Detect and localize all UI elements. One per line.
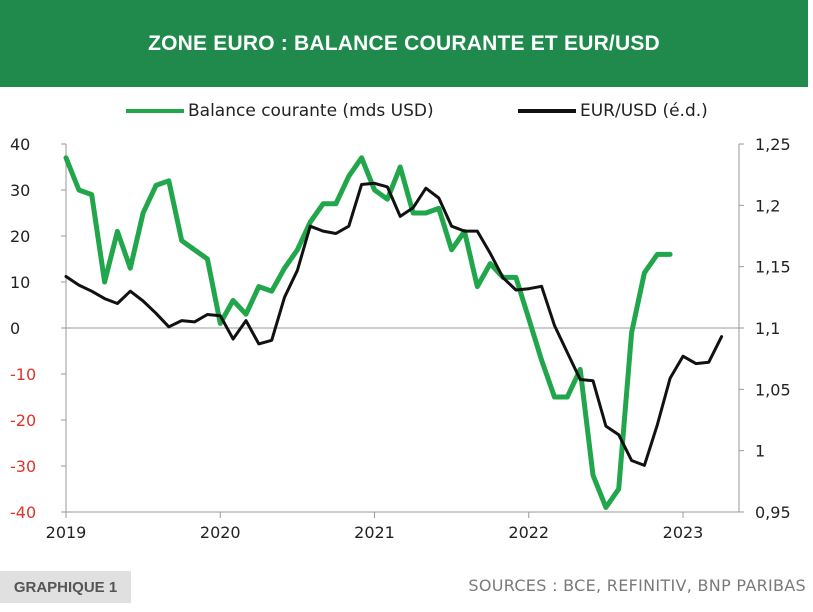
- left-tick-label: 20: [10, 227, 30, 246]
- legend-label-balance: Balance courante (mds USD): [188, 101, 434, 121]
- x-tick-label: 2022: [508, 523, 549, 542]
- legend-item-eurusd: EUR/USD (é.d.): [518, 96, 708, 126]
- series-line-eurusd: [64, 181, 724, 467]
- right-tick-label: 1,25: [755, 135, 791, 154]
- x-tick-label: 2019: [46, 523, 87, 542]
- legend-swatch-balance: [126, 109, 184, 113]
- right-tick-label: 1: [755, 442, 765, 461]
- chart-legend: Balance courante (mds USD) EUR/USD (é.d.…: [0, 96, 808, 126]
- sources-text: SOURCES : BCE, REFINITIV, BNP PARIBAS: [468, 575, 806, 595]
- series-line-balance: [63, 155, 673, 510]
- left-tick-label: 0: [10, 319, 20, 338]
- legend-swatch-eurusd: [518, 109, 576, 113]
- x-tick-label: 2023: [663, 523, 704, 542]
- left-tick-label: -10: [10, 365, 36, 384]
- x-tick-label: 2021: [354, 523, 395, 542]
- legend-item-balance: Balance courante (mds USD): [126, 96, 434, 126]
- figure-tag: GRAPHIQUE 1: [0, 571, 131, 603]
- left-tick-label: -30: [10, 457, 36, 476]
- right-tick-label: 1,2: [755, 196, 780, 215]
- chart-title: ZONE EURO : BALANCE COURANTE ET EUR/USD: [148, 31, 660, 55]
- left-tick-label: 30: [10, 181, 30, 200]
- legend-label-eurusd: EUR/USD (é.d.): [580, 101, 708, 121]
- chart-plot: 40 30 20 10 0 -10 -20 -30 -40 1,25 1,2 1,15 1,1 1,05 1…: [10, 135, 791, 542]
- left-tick-label: 10: [10, 273, 30, 292]
- right-tick-label: 1,05: [755, 380, 791, 399]
- sources-note: SOURCES : BCE, REFINITIV, BNP PARIBAS: [468, 571, 806, 599]
- chart-title-banner: ZONE EURO : BALANCE COURANTE ET EUR/USD: [0, 0, 808, 87]
- figure-tag-label: GRAPHIQUE 1: [13, 578, 118, 596]
- right-tick-label: 1,15: [755, 258, 791, 277]
- right-tick-label: 1,1: [755, 319, 780, 338]
- right-tick-label: 0,95: [755, 503, 791, 522]
- x-tick-label: 2020: [200, 523, 241, 542]
- left-tick-label: 40: [10, 135, 30, 154]
- left-tick-label: -40: [10, 503, 36, 522]
- left-tick-label: -20: [10, 411, 36, 430]
